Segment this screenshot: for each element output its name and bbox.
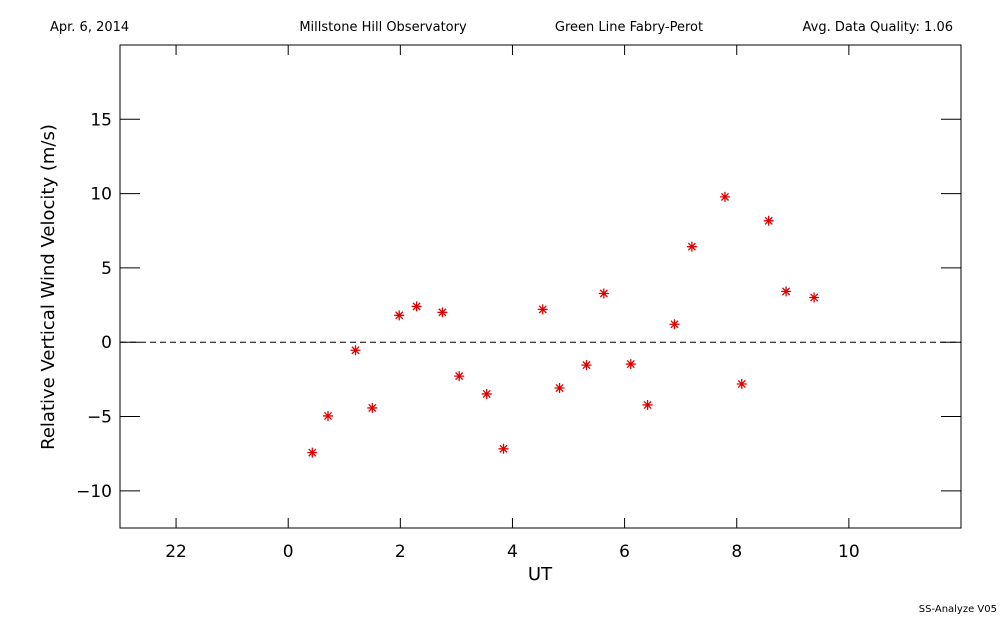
point [625, 359, 636, 370]
header-instrument: Green Line Fabry-Perot [555, 20, 703, 35]
y-tick-label: 0 [101, 333, 112, 353]
y-tick-label: 5 [101, 259, 112, 279]
y-tick-label: −5 [87, 408, 112, 428]
point [736, 378, 747, 389]
point [350, 345, 361, 356]
x-tick-label: 6 [619, 542, 630, 562]
point [323, 410, 334, 421]
header-quality: Avg. Data Quality: 1.06 [803, 20, 953, 35]
y-tick-label: 10 [90, 185, 112, 205]
x-axis-label: UT [528, 564, 553, 585]
x-tick-label: 8 [731, 542, 742, 562]
x-tick-label: 2 [395, 542, 406, 562]
x-tick-label: 4 [507, 542, 518, 562]
point [809, 292, 820, 303]
x-tick-label: 22 [165, 542, 187, 562]
point [307, 447, 318, 458]
header-site: Millstone Hill Observatory [299, 20, 467, 35]
point [481, 388, 492, 399]
point [642, 399, 653, 410]
point [437, 307, 448, 318]
point [598, 288, 609, 299]
point [719, 191, 730, 202]
point [669, 319, 680, 330]
plot-frame [119, 44, 962, 529]
point [537, 304, 548, 315]
y-tick-label: −10 [76, 482, 112, 502]
point [394, 310, 405, 321]
point [367, 402, 378, 413]
point [554, 383, 565, 394]
footer: SS-Analyze V05 [919, 604, 997, 615]
header-date: Apr. 6, 2014 [50, 20, 129, 35]
point [411, 301, 422, 312]
y-tick-label: 15 [90, 110, 112, 130]
x-tick-label: 10 [838, 542, 860, 562]
point [763, 215, 774, 226]
point [686, 241, 697, 252]
point [454, 371, 465, 382]
y-axis-label: Relative Vertical Wind Velocity (m/s) [38, 124, 59, 450]
point [781, 286, 792, 297]
point [581, 360, 592, 371]
x-tick-label: 0 [283, 542, 294, 562]
point [498, 443, 509, 454]
